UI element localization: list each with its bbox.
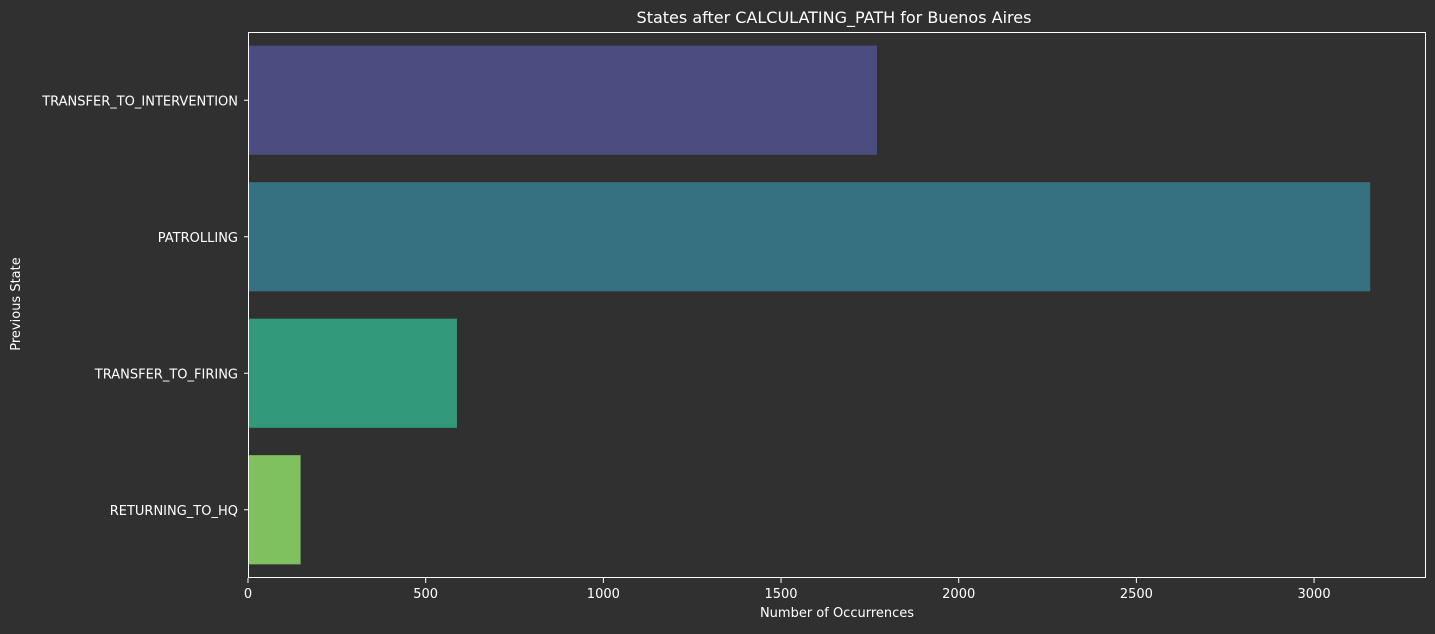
x-tick-label: 1500 [764,587,797,602]
bar-patrolling [248,182,1371,292]
bar-returning-to-hq [248,455,301,565]
x-tick-label: 2500 [1120,587,1153,602]
x-tick-label: 3000 [1298,587,1331,602]
y-tick-label: TRANSFER_TO_INTERVENTION [41,94,238,109]
x-tick-label: 2000 [942,587,975,602]
y-tick-label: TRANSFER_TO_FIRING [94,367,238,382]
bar-transfer-to-intervention [248,45,877,155]
axes-frame [248,32,1426,578]
plot-area: TRANSFER_TO_INTERVENTION PATROLLING TRANSF… [41,32,1426,602]
x-tick-label: 1000 [587,587,620,602]
y-tick-label: RETURNING_TO_HQ [110,504,238,519]
x-tick-label: 500 [413,587,438,602]
y-axis-label: Previous State [9,257,24,350]
x-tick-label: 0 [244,587,252,602]
bar-transfer-to-firing [248,318,457,428]
y-tick-label: PATROLLING [158,231,238,246]
x-axis-label: Number of Occurrences [760,606,914,621]
chart-title: States after CALCULATING_PATH for Buenos… [637,8,1032,28]
